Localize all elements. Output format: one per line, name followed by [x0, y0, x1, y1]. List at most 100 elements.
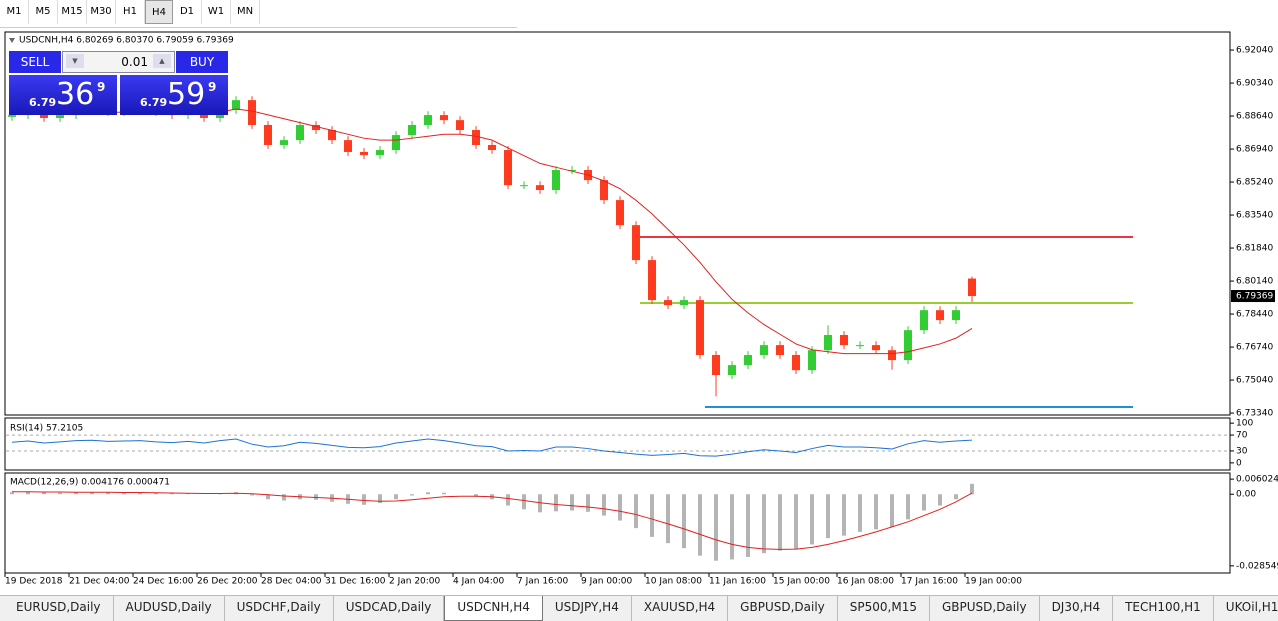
candle-body	[680, 300, 688, 306]
macd-frame	[4, 472, 1231, 574]
macd-bar	[938, 494, 942, 506]
chart-tab[interactable]: EURUSD,Daily	[4, 596, 114, 621]
y-tick-label: 6.75040	[1236, 376, 1273, 386]
x-tick-label: 2 Jan 20:00	[389, 577, 441, 587]
y-tick-label: 30	[1236, 446, 1248, 456]
timeframe-button[interactable]: M5	[29, 0, 58, 24]
candle-body	[424, 115, 432, 125]
x-tick-label: 19 Jan 00:00	[965, 577, 1022, 587]
timeframe-button[interactable]: MN	[231, 0, 260, 24]
macd-bar	[666, 494, 670, 544]
macd-bar	[730, 494, 734, 560]
price-point: 9	[97, 80, 106, 94]
sell-button[interactable]: SELL	[9, 51, 61, 73]
timeframe-button[interactable]: D1	[173, 0, 202, 24]
chart-tab[interactable]: DJ30,H4	[1040, 596, 1114, 621]
macd-bar	[618, 494, 622, 521]
timeframe-button[interactable]: M15	[58, 0, 87, 24]
lot-input[interactable]: 0.01	[62, 51, 175, 73]
macd-bar	[810, 494, 814, 545]
timeframe-button[interactable]: M1	[0, 0, 29, 24]
x-tick-label: 10 Jan 08:00	[645, 577, 702, 587]
candle-body	[888, 350, 896, 361]
macd-bar	[874, 494, 878, 530]
x-tick-label: 24 Dec 16:00	[133, 577, 194, 587]
macd-bar	[858, 494, 862, 532]
chart-tab[interactable]: USDCNH,H4	[444, 596, 543, 621]
macd-bar	[42, 492, 46, 495]
macd-bar	[362, 494, 366, 505]
y-tick-label: 6.81840	[1236, 244, 1273, 254]
y-tick-label: 6.86940	[1236, 145, 1273, 155]
candle-body	[520, 185, 528, 187]
timeframe-button[interactable]: W1	[202, 0, 231, 24]
timeframe-button[interactable]: M30	[87, 0, 116, 24]
chart-tab[interactable]: GBPUSD,Daily	[930, 596, 1040, 621]
y-tick-label: 6.73340	[1236, 409, 1273, 419]
chart-tab[interactable]: AUDUSD,Daily	[114, 596, 225, 621]
timeframe-button[interactable]: H1	[116, 0, 145, 24]
y-tick-label: 6.76740	[1236, 343, 1273, 353]
candle-body	[856, 345, 864, 347]
macd-bar	[474, 494, 478, 497]
chart-tab[interactable]: XAUUSD,H4	[632, 596, 729, 621]
candle-body	[56, 115, 64, 118]
macd-bar	[506, 494, 510, 506]
candle-body	[344, 140, 352, 152]
y-tick-label: 6.83540	[1236, 211, 1273, 221]
chart-menu-icon	[9, 38, 15, 43]
candle-body	[504, 150, 512, 186]
chart-tab[interactable]: USDCHF,Daily	[225, 596, 334, 621]
macd-bar	[746, 494, 750, 557]
candle-body	[792, 355, 800, 371]
chart-tab[interactable]: USDJPY,H4	[543, 596, 632, 621]
lot-down[interactable]: ▼	[66, 54, 84, 68]
macd-bar	[762, 494, 766, 554]
macd-bar	[266, 494, 270, 500]
candle-body	[648, 260, 656, 301]
candle-body	[280, 140, 288, 145]
macd-bar	[154, 492, 158, 495]
macd-bar	[586, 494, 590, 512]
macd-bar	[74, 492, 78, 495]
rsi-frame	[4, 417, 1231, 471]
macd-bar	[26, 491, 30, 495]
macd-bar	[906, 494, 910, 520]
sell-price[interactable]: 6.79 36 9	[9, 75, 117, 115]
x-tick-label: 31 Dec 16:00	[325, 577, 386, 587]
candle-body	[264, 124, 272, 145]
candle-body	[248, 100, 256, 125]
macd-bar	[682, 494, 686, 549]
y-tick-label: 100	[1236, 419, 1253, 429]
buy-button[interactable]: BUY	[176, 51, 228, 73]
one-click-trading: SELL 0.01 ▼ ▲ BUY 6.79 36 9 6.79 59 9	[9, 51, 228, 115]
y-tick-label: 6.90340	[1236, 79, 1273, 89]
macd-bar	[570, 494, 574, 511]
macd-bar	[378, 494, 382, 504]
chart-tab[interactable]: GBPUSD,Daily	[728, 596, 838, 621]
candle-body	[840, 335, 848, 346]
macd-bar	[650, 494, 654, 537]
candle-body	[632, 225, 640, 261]
x-tick-label: 7 Jan 16:00	[517, 577, 569, 587]
y-tick-label: 70	[1236, 431, 1248, 441]
macd-bar	[410, 494, 414, 496]
candle-body	[824, 335, 832, 351]
chart-tab[interactable]: TECH100,H1	[1113, 596, 1214, 621]
chart-tab[interactable]: SP500,M15	[838, 596, 930, 621]
chart-tab[interactable]: USDCAD,Daily	[334, 596, 445, 621]
macd-bar	[602, 494, 606, 516]
macd-bar	[394, 494, 398, 500]
timeframe-button[interactable]: H4	[145, 0, 173, 24]
candle-body	[456, 120, 464, 131]
y-tick-label: 0	[1236, 458, 1242, 468]
macd-bar	[90, 492, 94, 495]
candle-body	[952, 310, 960, 321]
macd-bar	[842, 494, 846, 536]
macd-bar	[170, 493, 174, 495]
candle-body	[376, 150, 384, 156]
chart-tab[interactable]: UKOil,H1	[1214, 596, 1278, 621]
buy-price[interactable]: 6.79 59 9	[120, 75, 228, 115]
candle-body	[392, 135, 400, 151]
lot-up[interactable]: ▲	[153, 54, 171, 68]
